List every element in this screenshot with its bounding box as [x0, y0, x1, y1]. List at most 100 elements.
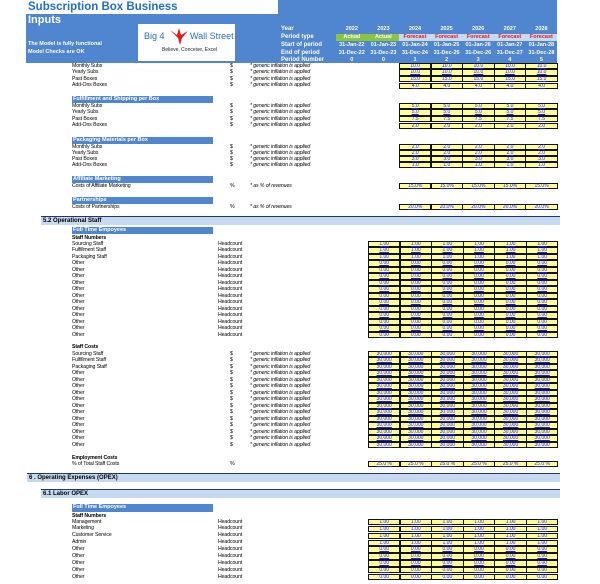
- input-cell[interactable]: 5.0: [399, 102, 432, 110]
- input-cell[interactable]: 0.00: [526, 260, 559, 267]
- input-cell[interactable]: 30,000: [431, 441, 464, 449]
- input-cell[interactable]: 1.00: [462, 253, 496, 261]
- input-cell[interactable]: 30,000: [431, 370, 464, 377]
- input-cell[interactable]: 0.00: [431, 560, 464, 567]
- input-cell[interactable]: 30,000: [494, 441, 527, 449]
- input-cell[interactable]: 30,000: [368, 370, 401, 377]
- input-cell[interactable]: 0.00: [431, 318, 464, 326]
- input-cell[interactable]: 0.00: [431, 266, 464, 274]
- input-cell[interactable]: 15.0: [493, 76, 527, 83]
- input-cell[interactable]: 30,000: [368, 409, 401, 416]
- input-cell[interactable]: 30,000: [462, 357, 496, 364]
- input-cell[interactable]: 15.0%: [525, 182, 558, 190]
- input-cell[interactable]: 0.00: [494, 312, 527, 319]
- input-cell[interactable]: 1.00: [399, 240, 432, 248]
- input-cell[interactable]: 0.00: [368, 266, 401, 274]
- input-cell[interactable]: 0.00: [494, 546, 527, 553]
- input-cell[interactable]: 0.00: [431, 546, 464, 553]
- input-cell[interactable]: 30,000: [462, 383, 496, 390]
- input-cell[interactable]: 15.0%: [493, 182, 527, 190]
- input-cell[interactable]: 30,000: [526, 409, 559, 416]
- input-cell[interactable]: 0.00: [494, 567, 527, 574]
- input-cell[interactable]: 25.0 %: [431, 460, 464, 468]
- input-cell[interactable]: 0.00: [462, 279, 496, 287]
- input-cell[interactable]: 30,000: [494, 357, 527, 364]
- input-cell[interactable]: 0.00: [368, 560, 401, 567]
- input-cell[interactable]: 1.00: [431, 240, 464, 248]
- input-cell[interactable]: 4.0: [399, 82, 432, 89]
- input-cell[interactable]: 5.0: [525, 102, 558, 110]
- input-cell[interactable]: 30,000: [462, 441, 496, 449]
- input-cell[interactable]: 0.00: [494, 260, 527, 267]
- input-cell[interactable]: 4.0: [525, 82, 558, 89]
- input-cell[interactable]: 0.00: [368, 553, 401, 560]
- input-cell[interactable]: 1.00: [526, 253, 559, 261]
- input-cell[interactable]: 10.0: [430, 69, 463, 76]
- input-cell[interactable]: 1.0: [462, 161, 495, 169]
- input-cell[interactable]: 30,000: [494, 396, 527, 403]
- input-cell[interactable]: 30,000: [431, 376, 464, 384]
- input-cell[interactable]: 30,000: [494, 376, 527, 384]
- input-cell[interactable]: 0.00: [431, 305, 464, 313]
- input-cell[interactable]: 5.0: [493, 109, 527, 116]
- input-cell[interactable]: 0.00: [494, 574, 527, 581]
- input-cell[interactable]: 30,000: [526, 363, 559, 371]
- input-cell[interactable]: 0.00: [399, 273, 432, 280]
- input-cell[interactable]: 30,000: [399, 409, 432, 416]
- input-cell[interactable]: 30,000: [368, 363, 401, 371]
- input-cell[interactable]: 0.00: [526, 292, 559, 300]
- input-cell[interactable]: 5.0: [430, 109, 463, 116]
- input-cell[interactable]: 20.0%: [493, 203, 527, 211]
- input-cell[interactable]: 0.00: [431, 273, 464, 280]
- input-cell[interactable]: 1.00: [526, 532, 559, 539]
- input-cell[interactable]: 0.00: [462, 325, 496, 332]
- input-cell[interactable]: 10.0: [462, 62, 495, 70]
- input-cell[interactable]: 0.00: [368, 546, 401, 553]
- input-cell[interactable]: 1.00: [462, 539, 496, 546]
- input-cell[interactable]: 10.0: [525, 69, 558, 76]
- input-cell[interactable]: 0.00: [526, 546, 559, 553]
- input-cell[interactable]: 0.00: [526, 299, 559, 306]
- input-cell[interactable]: 20.0%: [430, 203, 463, 211]
- input-cell[interactable]: 0.00: [462, 305, 496, 313]
- input-cell[interactable]: 30,000: [399, 389, 432, 397]
- input-cell[interactable]: 30,000: [462, 350, 496, 358]
- input-cell[interactable]: 1.00: [368, 240, 401, 248]
- input-cell[interactable]: 30,000: [494, 402, 527, 410]
- input-cell[interactable]: 0.00: [431, 286, 464, 293]
- input-cell[interactable]: 0.00: [399, 325, 432, 332]
- input-cell[interactable]: 0.00: [431, 260, 464, 267]
- input-cell[interactable]: 5.0: [525, 109, 558, 116]
- input-cell[interactable]: 0.00: [462, 574, 496, 581]
- input-cell[interactable]: 30,000: [431, 389, 464, 397]
- input-cell[interactable]: 0.00: [462, 260, 496, 267]
- input-cell[interactable]: 0.00: [462, 331, 496, 339]
- input-cell[interactable]: 0.00: [494, 305, 527, 313]
- input-cell[interactable]: 5.0: [430, 102, 463, 110]
- input-cell[interactable]: 30,000: [462, 376, 496, 384]
- input-cell[interactable]: 5.0: [493, 102, 527, 110]
- input-cell[interactable]: 0.00: [431, 299, 464, 306]
- input-cell[interactable]: 30,000: [368, 383, 401, 390]
- input-cell[interactable]: 30,000: [494, 428, 527, 436]
- input-cell[interactable]: 1.00: [526, 240, 559, 248]
- input-cell[interactable]: 0.00: [526, 567, 559, 574]
- input-cell[interactable]: 7.5: [399, 116, 432, 123]
- input-cell[interactable]: 30,000: [431, 422, 464, 429]
- input-cell[interactable]: 0.00: [526, 273, 559, 280]
- input-cell[interactable]: 25.0 %: [399, 460, 432, 468]
- input-cell[interactable]: 1.00: [431, 518, 464, 526]
- input-cell[interactable]: 10.0: [493, 62, 527, 70]
- input-cell[interactable]: 30,000: [431, 363, 464, 371]
- input-cell[interactable]: 0.00: [368, 331, 401, 339]
- input-cell[interactable]: 1.00: [462, 532, 496, 539]
- input-cell[interactable]: 5.0: [462, 109, 495, 116]
- input-cell[interactable]: 0.00: [494, 286, 527, 293]
- input-cell[interactable]: 0.00: [494, 325, 527, 332]
- input-cell[interactable]: 1.0: [399, 161, 432, 169]
- input-cell[interactable]: 1.00: [368, 518, 401, 526]
- input-cell[interactable]: 0.00: [494, 273, 527, 280]
- input-cell[interactable]: 30,000: [526, 389, 559, 397]
- input-cell[interactable]: 0.00: [526, 574, 559, 581]
- input-cell[interactable]: 30,000: [526, 441, 559, 449]
